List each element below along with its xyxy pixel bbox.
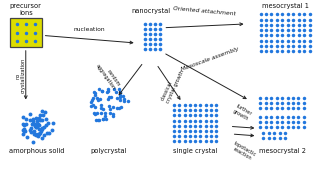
Text: random
aggregation: random aggregation (95, 60, 121, 91)
Bar (10, 18, 42, 47)
Text: topotactic
reaction: topotactic reaction (230, 141, 257, 163)
Text: polycrystal: polycrystal (91, 148, 127, 154)
Text: classical
crystal growth: classical crystal growth (160, 67, 185, 104)
Text: no
crystallization: no crystallization (16, 58, 26, 93)
Text: nucleation: nucleation (73, 27, 105, 32)
Text: further
growth: further growth (232, 103, 253, 122)
Text: single crystal: single crystal (173, 148, 217, 154)
Text: mesocrystal 2: mesocrystal 2 (259, 148, 306, 154)
Text: precursor
ions: precursor ions (10, 3, 42, 16)
Text: mesocrystal 1: mesocrystal 1 (261, 3, 308, 9)
Text: nanocrystal: nanocrystal (131, 8, 170, 14)
Text: Mesoscale assembly: Mesoscale assembly (180, 46, 240, 72)
Text: Oriented attachment: Oriented attachment (173, 6, 236, 16)
Text: amorphous solid: amorphous solid (9, 148, 65, 154)
